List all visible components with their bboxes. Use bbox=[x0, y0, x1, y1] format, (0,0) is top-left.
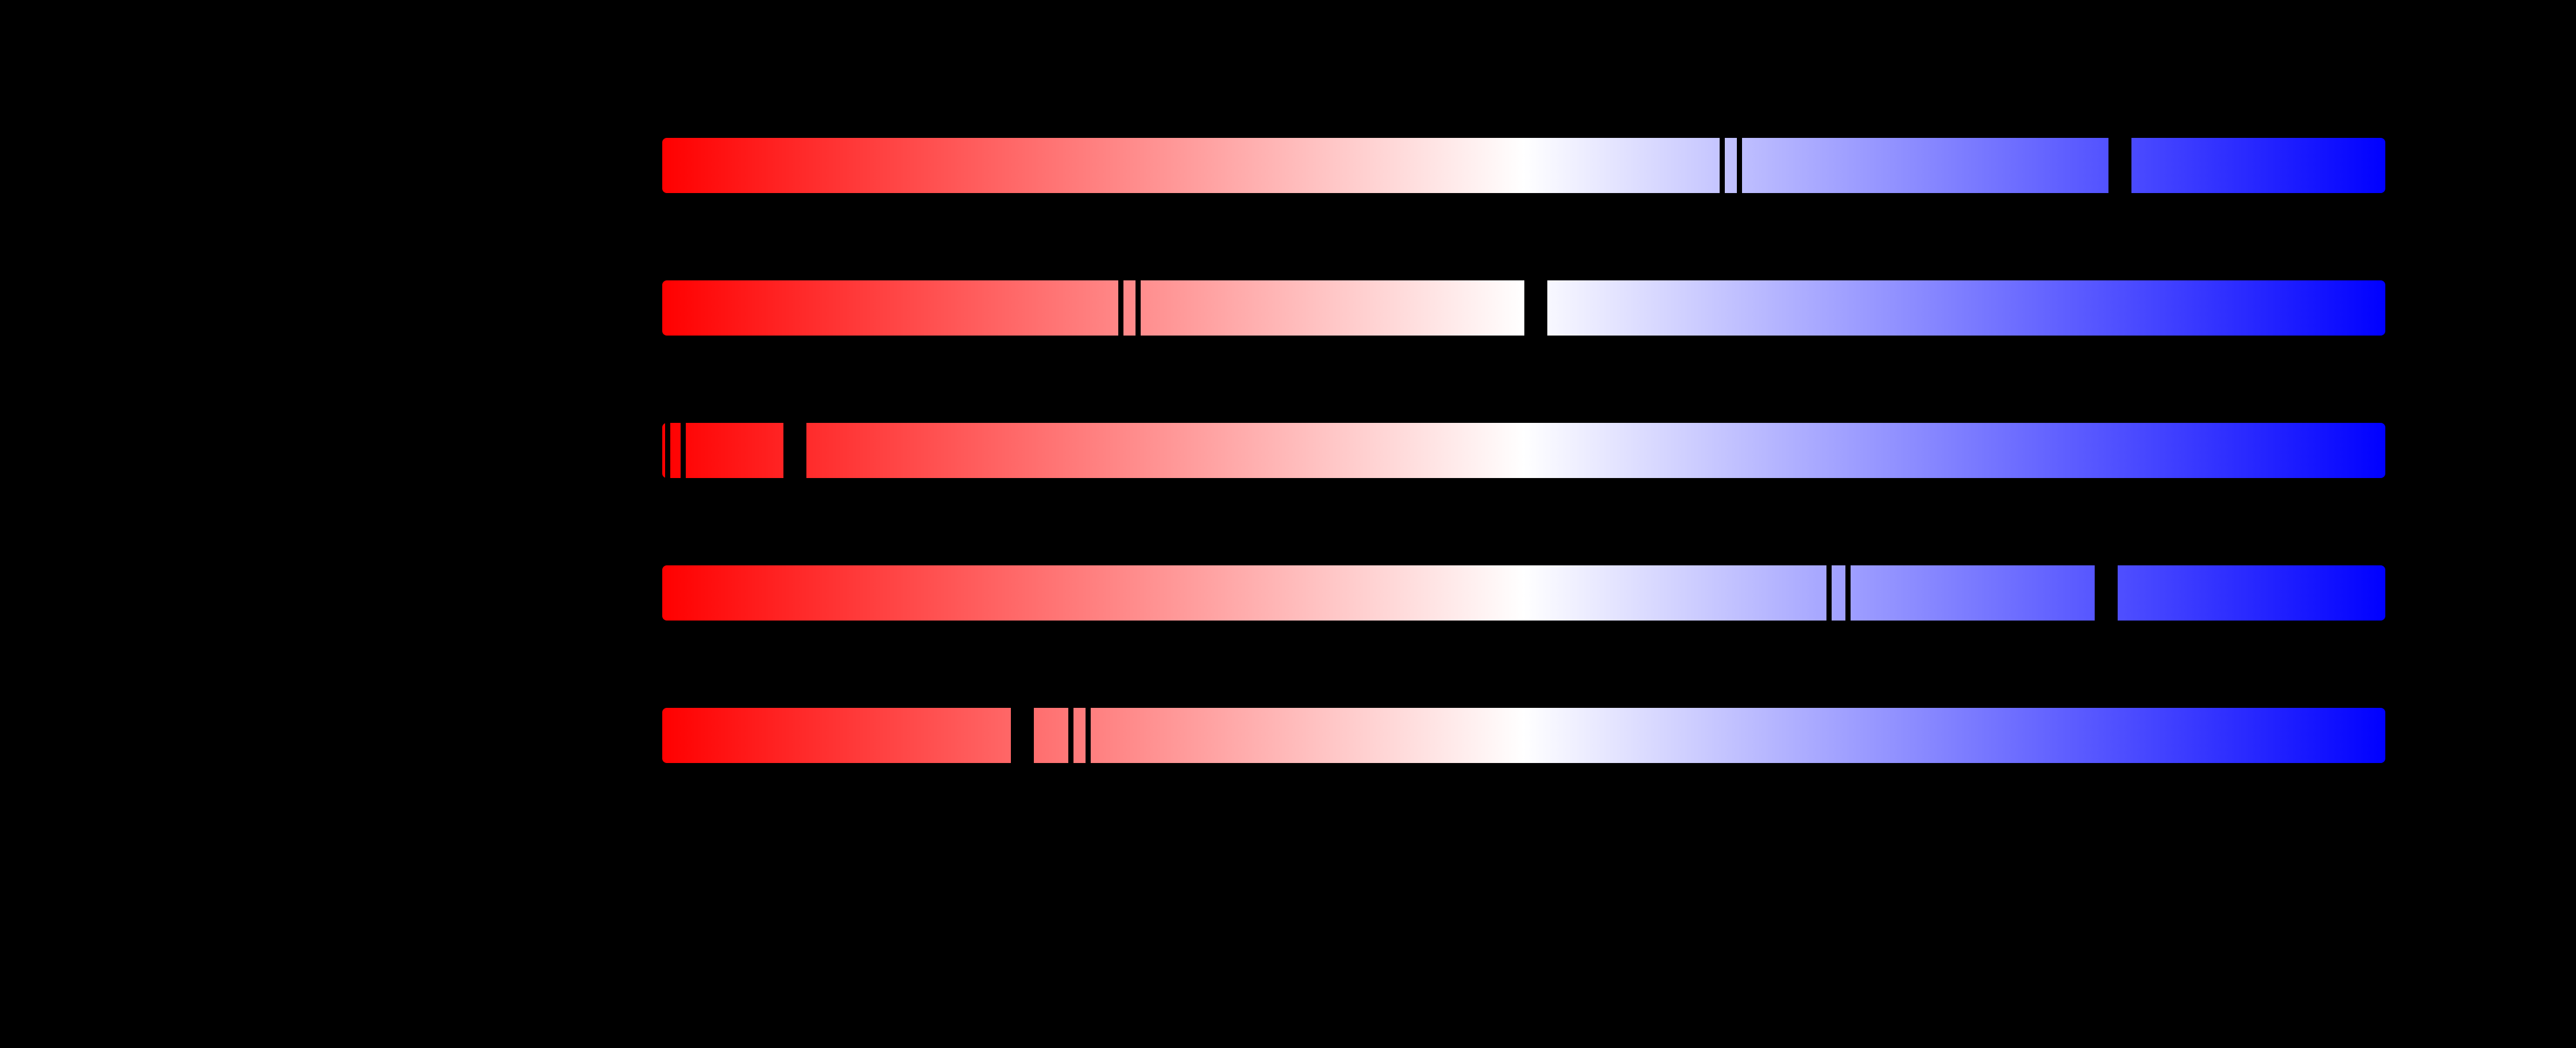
gradient-bar-row bbox=[662, 423, 2385, 478]
marker-thin bbox=[680, 423, 686, 478]
marker-thick bbox=[2108, 138, 2131, 193]
gradient-bar-row bbox=[662, 138, 2385, 193]
marker-thick bbox=[1524, 280, 1547, 336]
marker-thin bbox=[1068, 708, 1073, 763]
gradient-bar-row bbox=[662, 565, 2385, 621]
marker-thin bbox=[1826, 565, 1832, 621]
marker-thin bbox=[665, 423, 670, 478]
marker-thin bbox=[1736, 138, 1742, 193]
marker-thin bbox=[1719, 138, 1725, 193]
gradient-bar-row bbox=[662, 708, 2385, 763]
marker-thick bbox=[1011, 708, 1034, 763]
marker-thick bbox=[2095, 565, 2118, 621]
gradient-bar-row bbox=[662, 280, 2385, 336]
marker-thin bbox=[1118, 280, 1123, 336]
marker-thin bbox=[1135, 280, 1141, 336]
marker-thick bbox=[783, 423, 806, 478]
marker-thin bbox=[1845, 565, 1851, 621]
marker-thin bbox=[1085, 708, 1091, 763]
